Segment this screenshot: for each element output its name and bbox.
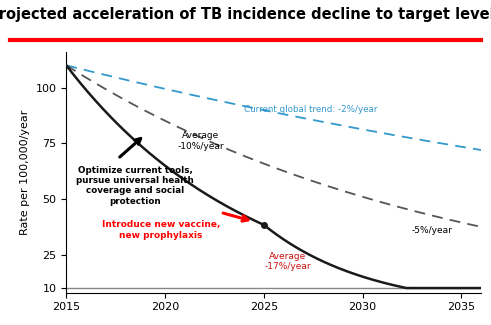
Text: Average
-17%/year: Average -17%/year bbox=[264, 252, 311, 271]
Y-axis label: Rate per 100,000/year: Rate per 100,000/year bbox=[20, 110, 30, 235]
Text: -5%/year: -5%/year bbox=[412, 226, 453, 235]
Text: Optimize current tools,
pursue universal health
coverage and social
protection: Optimize current tools, pursue universal… bbox=[76, 165, 194, 206]
Text: Current global trend: -2%/year: Current global trend: -2%/year bbox=[244, 105, 378, 114]
Text: Average
-10%/year: Average -10%/year bbox=[177, 131, 224, 151]
Text: Projected acceleration of TB incidence decline to target levels: Projected acceleration of TB incidence d… bbox=[0, 7, 491, 22]
Text: Introduce new vaccine,
new prophylaxis: Introduce new vaccine, new prophylaxis bbox=[102, 220, 220, 240]
